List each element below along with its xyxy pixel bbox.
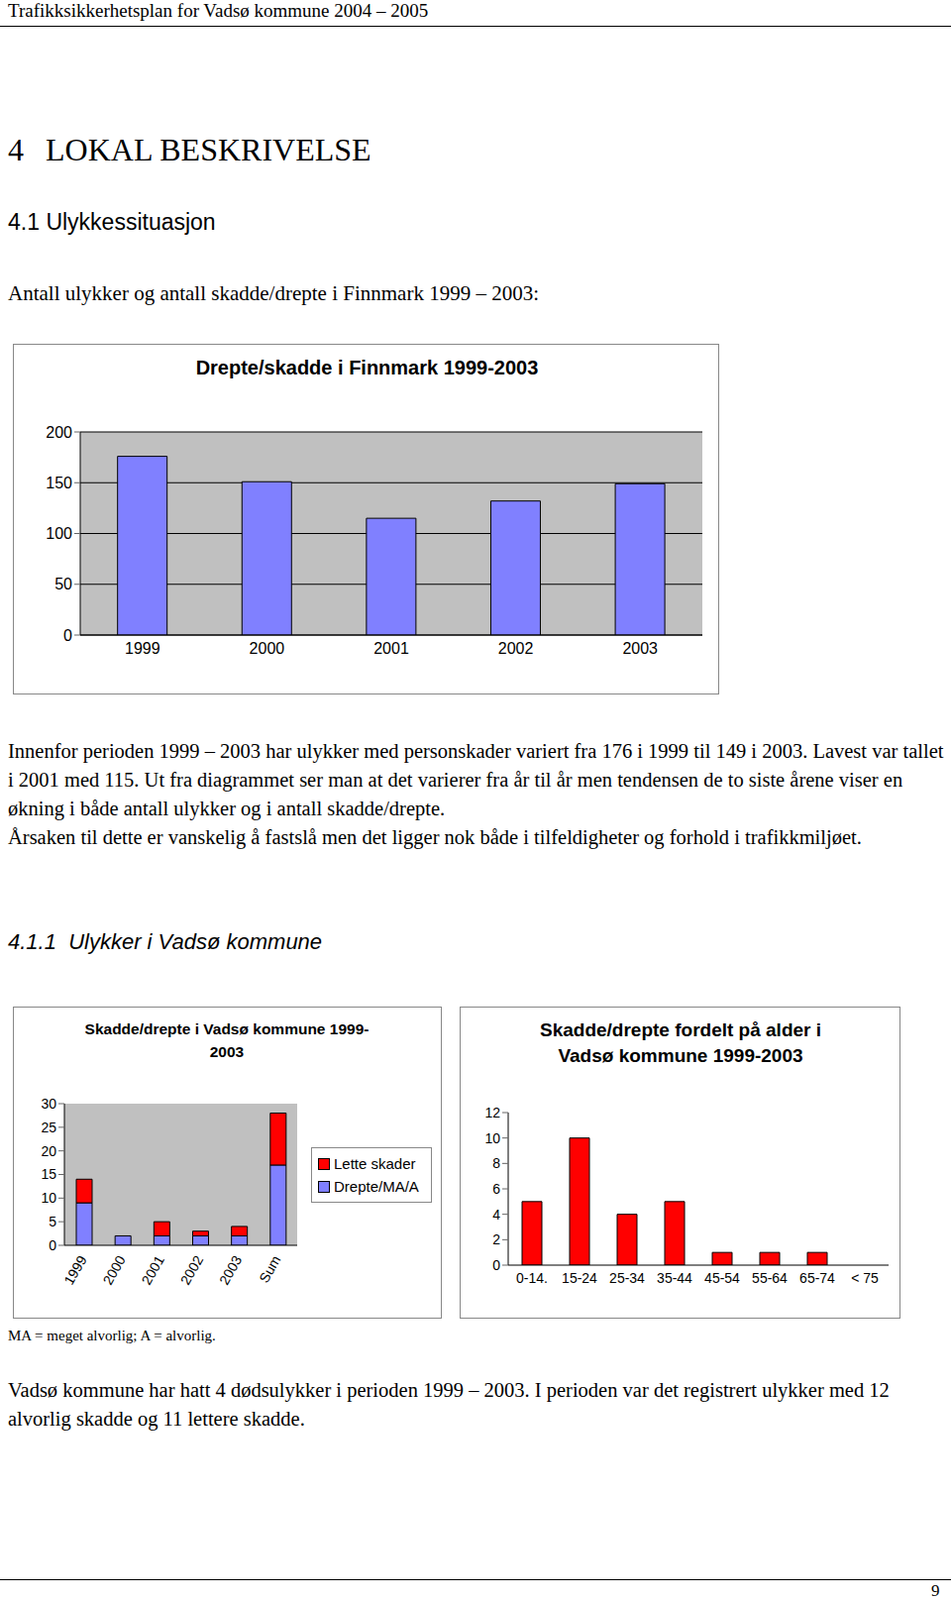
html-text:Drepte/MA/A: Drepte/MA/A bbox=[333, 1177, 419, 1195]
svg-text:0: 0 bbox=[63, 627, 73, 644]
html-text:Trafikksikkerhetsplan for Vads: Trafikksikkerhetsplan for Vadsø kommune … bbox=[7, 0, 429, 21]
svg-text:1999: 1999 bbox=[60, 1252, 91, 1287]
svg-text:2001: 2001 bbox=[373, 639, 410, 657]
svg-text:10: 10 bbox=[40, 1189, 57, 1206]
svg-text:0: 0 bbox=[492, 1257, 501, 1273]
html-text:Ulykker i Vadsø kommune: Ulykker i Vadsø kommune bbox=[68, 929, 323, 954]
html-text:Vadsø kommune har hatt 4 dødsu: Vadsø kommune har hatt 4 dødsulykker i p… bbox=[7, 1378, 890, 1430]
svg-text:4: 4 bbox=[492, 1206, 501, 1223]
html-text:LOKAL BESKRIVELSE: LOKAL BESKRIVELSE bbox=[45, 131, 372, 168]
svg-text:2001: 2001 bbox=[138, 1252, 169, 1287]
svg-text:15: 15 bbox=[40, 1165, 57, 1182]
html-text:Innenfor perioden 1999 – 2003: Innenfor perioden 1999 – 2003 har ulykke… bbox=[7, 739, 944, 820]
svg-text:< 75: < 75 bbox=[850, 1269, 879, 1286]
svg-text:25-34: 25-34 bbox=[609, 1269, 645, 1286]
svg-text:6: 6 bbox=[492, 1180, 501, 1197]
svg-text:2003: 2003 bbox=[215, 1252, 246, 1287]
svg-text:2000: 2000 bbox=[249, 639, 286, 657]
svg-text:Sum: Sum bbox=[255, 1253, 284, 1286]
svg-text:0-14.: 0-14. bbox=[516, 1269, 548, 1286]
html-text:Skadde/drepte i Vadsø kommune: Skadde/drepte i Vadsø kommune 1999-2003 bbox=[84, 1020, 369, 1060]
html-text:4: 4 bbox=[7, 131, 24, 168]
html-text:4.1.1: 4.1.1 bbox=[7, 929, 57, 954]
svg-text:20: 20 bbox=[40, 1143, 57, 1160]
svg-text:2: 2 bbox=[492, 1231, 501, 1248]
svg-text:30: 30 bbox=[40, 1095, 57, 1112]
svg-text:15-24: 15-24 bbox=[561, 1269, 598, 1286]
svg-text:12: 12 bbox=[484, 1104, 501, 1121]
svg-text:100: 100 bbox=[45, 525, 73, 542]
svg-text:10: 10 bbox=[484, 1130, 501, 1147]
html-text:MA = meget alvorlig; A = alvor: MA = meget alvorlig; A = alvorlig. bbox=[7, 1327, 216, 1344]
svg-text:0: 0 bbox=[48, 1237, 57, 1254]
svg-text:5: 5 bbox=[48, 1213, 57, 1230]
svg-text:2002: 2002 bbox=[177, 1252, 208, 1287]
svg-text:200: 200 bbox=[45, 423, 73, 441]
html-text:Skadde/drepte fordelt på alder: Skadde/drepte fordelt på alder i Vadsø k… bbox=[539, 1019, 822, 1066]
svg-text:45-54: 45-54 bbox=[704, 1269, 740, 1286]
svg-text:55-64: 55-64 bbox=[751, 1269, 788, 1286]
svg-text:65-74: 65-74 bbox=[799, 1269, 836, 1286]
svg-text:1999: 1999 bbox=[124, 639, 161, 657]
html-text:Årsaken til dette er vanskelig: Årsaken til dette er vanskelig å fastslå… bbox=[7, 826, 862, 848]
svg-text:35-44: 35-44 bbox=[656, 1269, 693, 1286]
svg-text:50: 50 bbox=[54, 575, 73, 593]
html-text:9: 9 bbox=[931, 1581, 940, 1600]
svg-text:25: 25 bbox=[40, 1119, 57, 1136]
svg-text:150: 150 bbox=[45, 474, 73, 492]
html-text:4.1 Ulykkessituasjon: 4.1 Ulykkessituasjon bbox=[7, 209, 216, 235]
svg-text:8: 8 bbox=[492, 1155, 501, 1171]
svg-text:2003: 2003 bbox=[622, 639, 658, 657]
html-text:Lette skader: Lette skader bbox=[333, 1155, 416, 1172]
svg-text:2002: 2002 bbox=[498, 639, 534, 657]
html-text:Antall ulykker og antall skadd: Antall ulykker og antall skadde/drepte i… bbox=[7, 281, 539, 306]
svg-text:2000: 2000 bbox=[99, 1252, 129, 1287]
html-text:Drepte/skadde i Finnmark 1999-: Drepte/skadde i Finnmark 1999-2003 bbox=[195, 356, 539, 379]
